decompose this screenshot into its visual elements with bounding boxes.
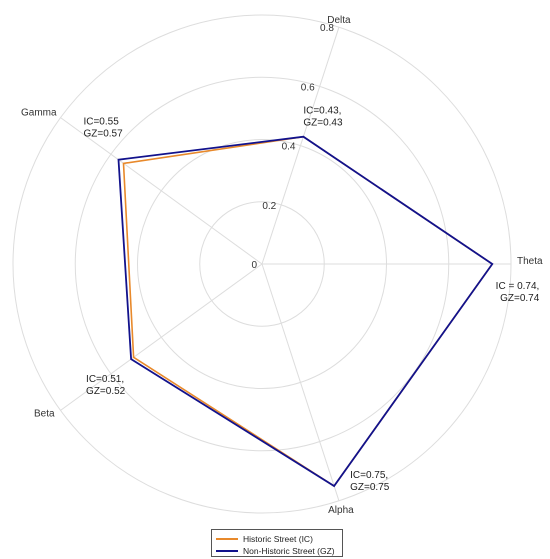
radar-series [117,135,494,488]
radial-tick-label: 0.8 [320,23,334,34]
annotation-alpha-ic: IC=0.75, [350,470,388,481]
category-label-gamma: Gamma [21,108,57,119]
grid-spoke-3 [60,263,263,411]
radar-grid [12,14,512,514]
category-label-theta: Theta [517,256,543,267]
series-line-historic [122,135,494,488]
radial-tick-label: 0.4 [282,142,296,153]
annotation-theta-ic: IC = 0.74, [496,281,540,292]
radial-tick-label: 0.6 [301,82,315,93]
category-label-alpha: Alpha [328,505,354,516]
annotation-theta-gz: GZ=0.74 [500,293,540,304]
legend-label-non-historic: Non-Historic Street (GZ) [243,545,335,556]
annotation-alpha-gz: GZ=0.75 [350,482,390,493]
grid-spoke-2 [60,117,263,265]
legend-swatch-non-historic [216,549,238,552]
grid-spoke-1 [261,27,340,265]
annotation-delta-ic: IC=0.43, [303,106,341,117]
annotation-beta-ic: IC=0.51, [86,374,124,385]
category-label-beta: Beta [34,408,55,419]
legend-item-historic: Historic Street (IC) [216,533,338,544]
annotation-delta-gz: GZ=0.43 [303,118,343,129]
grid-spoke-4 [261,263,340,501]
legend: Historic Street (IC) Non-Historic Street… [211,529,343,557]
annotation-gamma-ic: IC=0.55 [83,117,119,128]
legend-swatch-historic [216,537,238,540]
category-label-delta: Delta [327,15,351,26]
radial-tick-label: 0.2 [262,201,276,212]
radar-labels: 0 0.2 0.4 0.6 0.8 Theta Delta Gamma Beta Alpha IC … [21,15,543,516]
annotation-gamma-gz: GZ=0.57 [83,129,123,140]
legend-label-historic: Historic Street (IC) [243,533,313,544]
annotation-beta-gz: GZ=0.52 [86,386,126,397]
series-line-non-historic [117,135,494,488]
legend-item-non-historic: Non-Historic Street (GZ) [216,545,338,556]
radial-tick-label: 0 [251,260,257,271]
